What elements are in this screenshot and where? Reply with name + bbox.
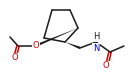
Text: H: H <box>93 32 99 41</box>
Polygon shape <box>34 28 78 47</box>
Text: O: O <box>12 53 18 63</box>
Polygon shape <box>65 42 81 49</box>
Text: O: O <box>103 61 109 70</box>
Text: N: N <box>93 44 99 53</box>
Text: O: O <box>33 41 39 50</box>
